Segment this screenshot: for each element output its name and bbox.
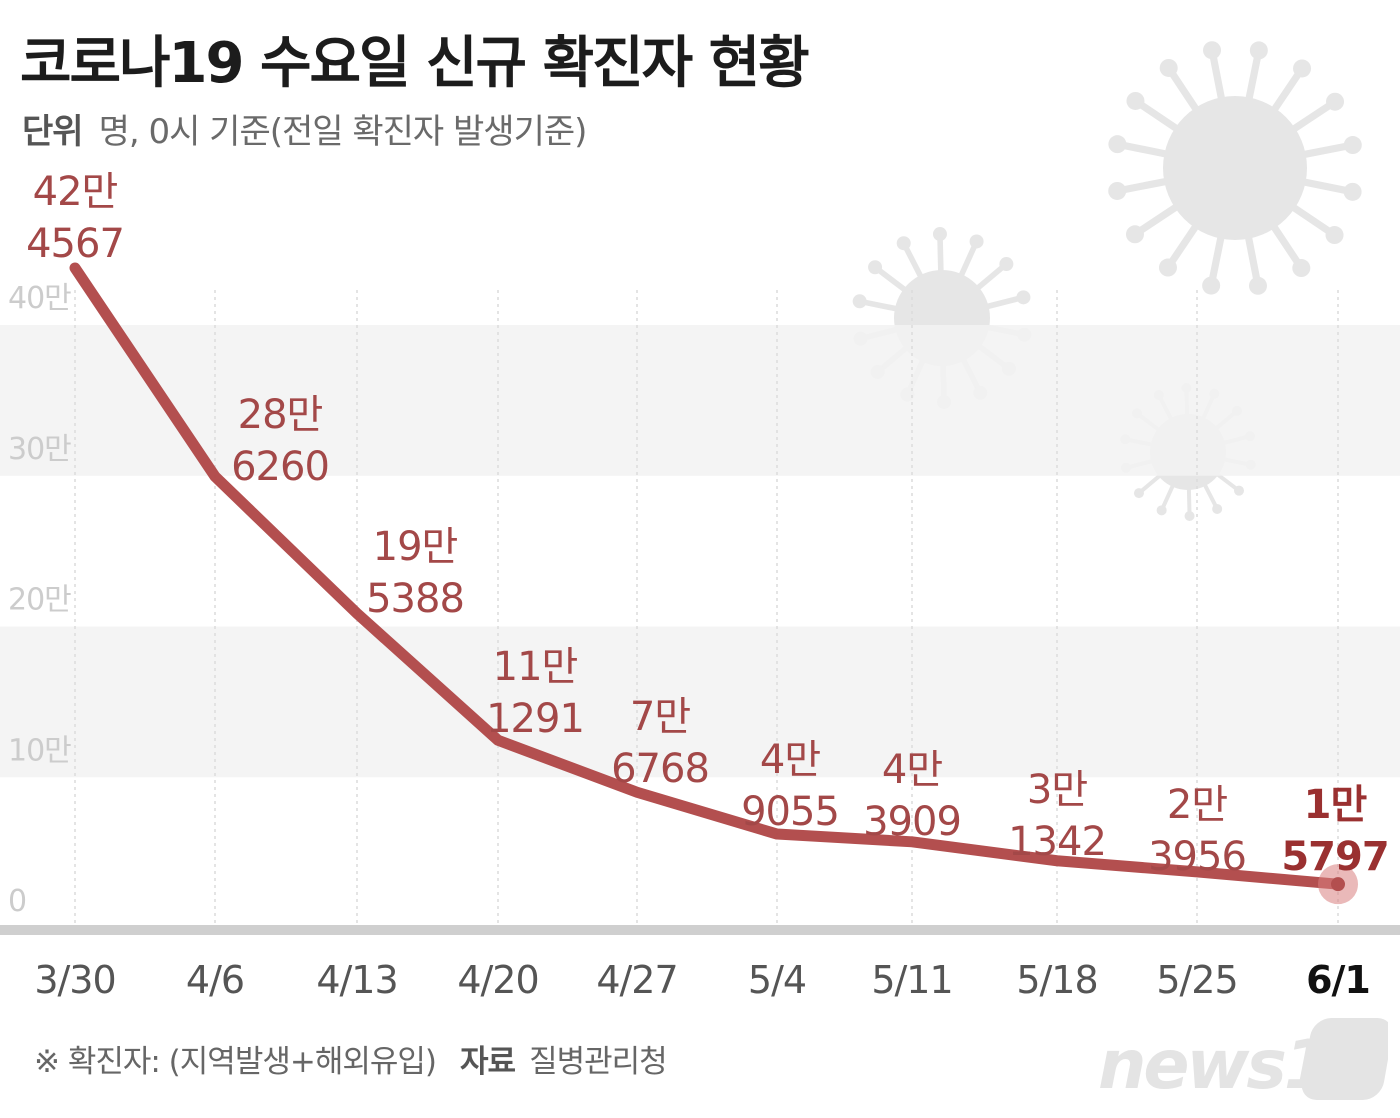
data-label: 1342 [1008, 819, 1106, 865]
data-label: 28만 [238, 392, 323, 438]
data-label: 9055 [741, 789, 839, 835]
data-point [636, 791, 638, 794]
y-axis: 0 10만 20만 30만 40만 [8, 281, 72, 919]
data-label: 3956 [1148, 834, 1246, 880]
data-point [74, 266, 76, 269]
x-axis: 3/30 4/6 4/13 4/20 4/27 5/4 5/11 5/18 5/25 6/1 [0, 925, 1400, 1002]
series-line [69, 262, 1358, 905]
data-label: 1291 [486, 696, 584, 742]
series-polyline [69, 262, 1344, 890]
y-tick-label: 40만 [8, 281, 71, 316]
data-label: 2만 [1167, 782, 1227, 828]
x-tick-label: 3/30 [34, 958, 115, 1002]
data-label: 4만 [882, 747, 942, 793]
data-label: 19만 [373, 524, 458, 570]
data-labels: 42만 4567 28만 6260 19만 5388 11만 1291 7만 6768 4만 9055… [26, 169, 1390, 880]
data-label: 4만 [760, 737, 820, 783]
y-tick-label: 10만 [8, 733, 71, 768]
news1-logo: news1 [1098, 1018, 1388, 1102]
footnote: ※ 확진자: (지역발생+해외유입) [34, 1044, 437, 1080]
x-tick-label: 5/11 [871, 958, 952, 1002]
grid-band [0, 325, 1400, 476]
data-label: 6260 [231, 444, 329, 490]
unit-text: 명, 0시 기준(전일 확진자 발생기준) [98, 112, 588, 152]
data-label: 3만 [1027, 767, 1087, 813]
y-tick-label: 0 [8, 884, 26, 919]
data-label: 7만 [630, 694, 690, 740]
data-point [776, 833, 778, 836]
x-gridlines [74, 290, 1339, 925]
data-label: 6768 [611, 746, 709, 792]
x-tick-label: 5/4 [748, 958, 806, 1002]
logo-badge [1301, 1018, 1388, 1100]
data-point [1196, 870, 1198, 873]
y-tick-label: 20만 [8, 583, 71, 618]
x-tick-label: 4/6 [186, 958, 244, 1002]
source-label: 자료 [460, 1044, 516, 1080]
x-tick-label: 4/27 [596, 958, 677, 1002]
source-text: 질병관리청 [529, 1044, 668, 1080]
unit-note: 단위 명, 0시 기준(전일 확진자 발생기준) [22, 104, 588, 153]
data-label: 4567 [26, 221, 124, 267]
last-point-marker [1331, 877, 1345, 892]
chart-title: 코로나19 수요일 신규 확진자 현황 [20, 31, 810, 96]
data-label: 1만 [1304, 782, 1368, 828]
data-point [1056, 859, 1058, 862]
data-label: 11만 [493, 644, 578, 690]
x-tick-label: 5/25 [1156, 958, 1237, 1002]
grid-band [0, 626, 1400, 778]
virus-large-icon [1108, 41, 1362, 295]
x-tick-label: 4/20 [457, 958, 538, 1002]
data-label: 3909 [863, 799, 961, 845]
data-point [497, 739, 499, 742]
data-point [356, 612, 358, 615]
footer-note: ※ 확진자: (지역발생+해외유입) 자료 질병관리청 [34, 1036, 668, 1081]
y-tick-label: 30만 [8, 432, 71, 467]
data-label: 42만 [33, 169, 118, 215]
grid-bands [0, 325, 1400, 778]
x-tick-label: 4/13 [316, 958, 397, 1002]
x-tick-label: 5/18 [1016, 958, 1097, 1002]
logo-wordmark: news1 [1098, 1026, 1328, 1102]
x-tick-label: 6/1 [1306, 958, 1370, 1002]
data-point [214, 475, 216, 478]
unit-label: 단위 [22, 112, 84, 152]
data-point [911, 840, 913, 843]
data-label: 5388 [366, 576, 464, 622]
data-label: 5797 [1281, 834, 1388, 880]
x-axis-bar [0, 925, 1400, 935]
